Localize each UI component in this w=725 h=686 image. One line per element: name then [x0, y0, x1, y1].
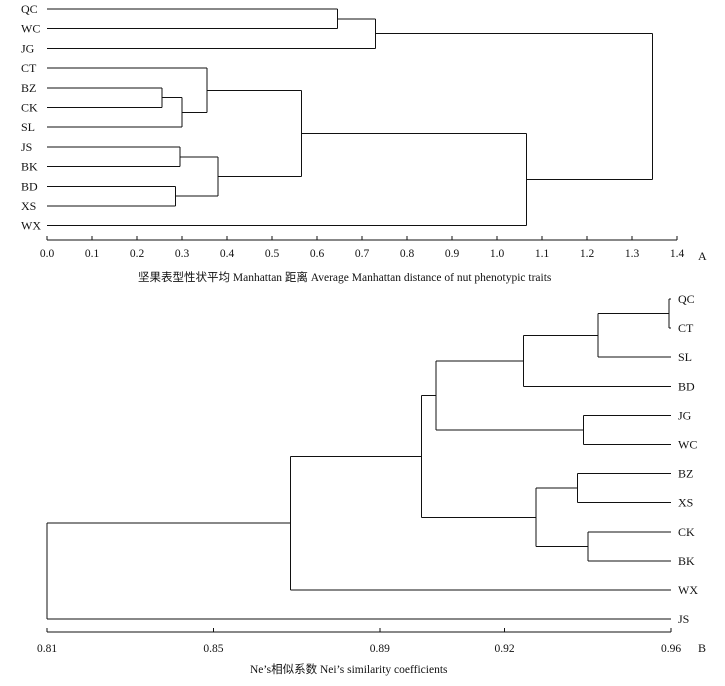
x-tick-label: 1.3 [625, 248, 640, 260]
panel-b-letter: B [698, 641, 706, 655]
panel-b-xlabel: Ne’s相似系数 Nei’s similarity coefficients [250, 662, 448, 676]
leaf-label-xs: XS [21, 199, 36, 213]
leaf-label-ct: CT [678, 321, 694, 335]
leaf-label-wx: WX [678, 583, 698, 597]
panel-a-letter: A [698, 249, 707, 263]
x-tick-label: 0.0 [40, 248, 55, 260]
x-tick-label: 0.5 [265, 248, 280, 260]
x-tick-label: 0.81 [37, 643, 57, 655]
leaf-label-wx: WX [21, 219, 41, 233]
x-tick-label: 1.4 [670, 248, 685, 260]
x-tick-label: 1.2 [580, 248, 595, 260]
leaf-label-qc: QC [21, 2, 38, 16]
x-tick-label: 0.9 [445, 248, 460, 260]
leaf-label-jg: JG [678, 408, 692, 422]
leaf-label-js: JS [678, 612, 689, 626]
panel-b-dendrogram: QC CT SL BD JG WC BZ XS CK BK WX JS 0.81 0.85 0.89 0.92… [37, 292, 698, 655]
leaf-label-wc: WC [678, 438, 697, 452]
x-tick-label: 0.89 [370, 643, 390, 655]
x-tick-label: 0.92 [495, 643, 515, 655]
x-tick-label: 1.1 [535, 248, 550, 260]
x-tick-label: 0.4 [220, 248, 235, 260]
leaf-label-bz: BZ [678, 467, 693, 481]
leaf-label-js: JS [21, 140, 32, 154]
x-tick-label: 0.85 [203, 643, 223, 655]
x-tick-label: 0.6 [310, 248, 325, 260]
x-tick-label: 1.0 [490, 248, 505, 260]
leaf-label-wc: WC [21, 22, 40, 36]
x-tick-label: 0.1 [85, 248, 100, 260]
leaf-label-bd: BD [678, 379, 695, 393]
leaf-label-jg: JG [21, 41, 35, 55]
leaf-label-bd: BD [21, 179, 38, 193]
leaf-label-ck: CK [21, 101, 38, 115]
panel-a-dendrogram: QC WC JG CT BZ CK SL JS BK BD XS WX 0.0 0.1 0.2 0.3 0.4 0… [21, 2, 684, 260]
x-tick-label: 0.96 [661, 643, 681, 655]
leaf-label-ck: CK [678, 525, 695, 539]
leaf-label-sl: SL [678, 350, 692, 364]
leaf-label-sl: SL [21, 120, 35, 134]
leaf-label-bk: BK [678, 554, 695, 568]
x-tick-label: 0.3 [175, 248, 190, 260]
x-tick-label: 0.2 [130, 248, 145, 260]
leaf-label-bz: BZ [21, 81, 36, 95]
leaf-label-xs: XS [678, 496, 693, 510]
leaf-label-ct: CT [21, 61, 37, 75]
leaf-label-qc: QC [678, 292, 695, 306]
panel-a-xlabel: 坚果表型性状平均 Manhattan 距离 Average Manhattan … [138, 270, 552, 284]
x-tick-label: 0.7 [355, 248, 370, 260]
leaf-label-bk: BK [21, 160, 38, 174]
x-tick-label: 0.8 [400, 248, 415, 260]
